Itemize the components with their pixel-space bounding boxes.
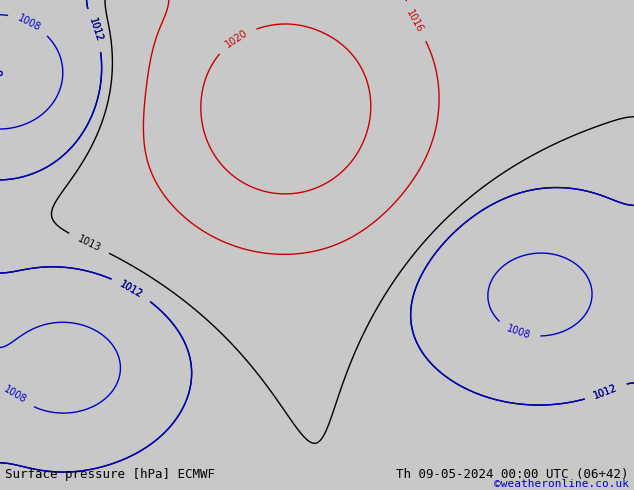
Text: 1016: 1016 <box>404 8 425 35</box>
Text: 1008: 1008 <box>16 13 42 33</box>
Text: 1012: 1012 <box>593 383 619 401</box>
Text: 1012: 1012 <box>119 279 145 299</box>
Text: 1012: 1012 <box>119 279 145 299</box>
Text: 1008: 1008 <box>505 324 532 342</box>
Text: 1020: 1020 <box>223 28 249 50</box>
Text: 1012: 1012 <box>593 383 619 401</box>
Text: 1012: 1012 <box>87 17 104 44</box>
Text: ©weatheronline.co.uk: ©weatheronline.co.uk <box>494 479 629 489</box>
Text: Th 09-05-2024 00:00 UTC (06+42): Th 09-05-2024 00:00 UTC (06+42) <box>396 468 629 481</box>
Text: 1013: 1013 <box>76 233 102 253</box>
Text: Surface pressure [hPa] ECMWF: Surface pressure [hPa] ECMWF <box>5 468 215 481</box>
Text: 1012: 1012 <box>87 17 104 44</box>
Text: 1008: 1008 <box>2 385 28 406</box>
